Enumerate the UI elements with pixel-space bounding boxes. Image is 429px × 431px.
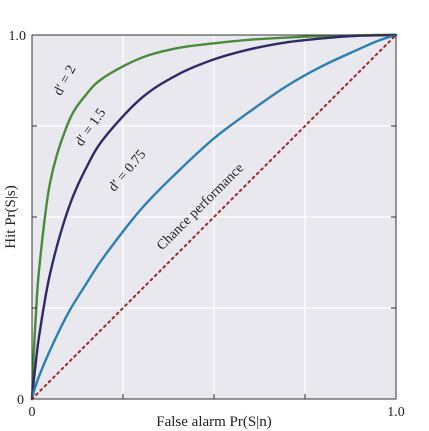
x-tick-right: 1.0 xyxy=(387,405,405,420)
series-layer xyxy=(30,33,398,401)
series-line-2 xyxy=(30,33,398,401)
y-axis-label: Hit Pr(S|s) xyxy=(3,185,19,248)
y-tick-top: 1.0 xyxy=(9,29,27,44)
x-axis-label: False alarm Pr(S|n) xyxy=(156,414,271,430)
axis-ticks xyxy=(31,34,397,400)
series-line-0 xyxy=(30,33,398,401)
series-line-3 xyxy=(31,34,397,400)
x-tick-left: 0 xyxy=(29,405,36,420)
y-tick-bottom: 0 xyxy=(17,393,24,408)
series-line-1 xyxy=(30,33,398,401)
